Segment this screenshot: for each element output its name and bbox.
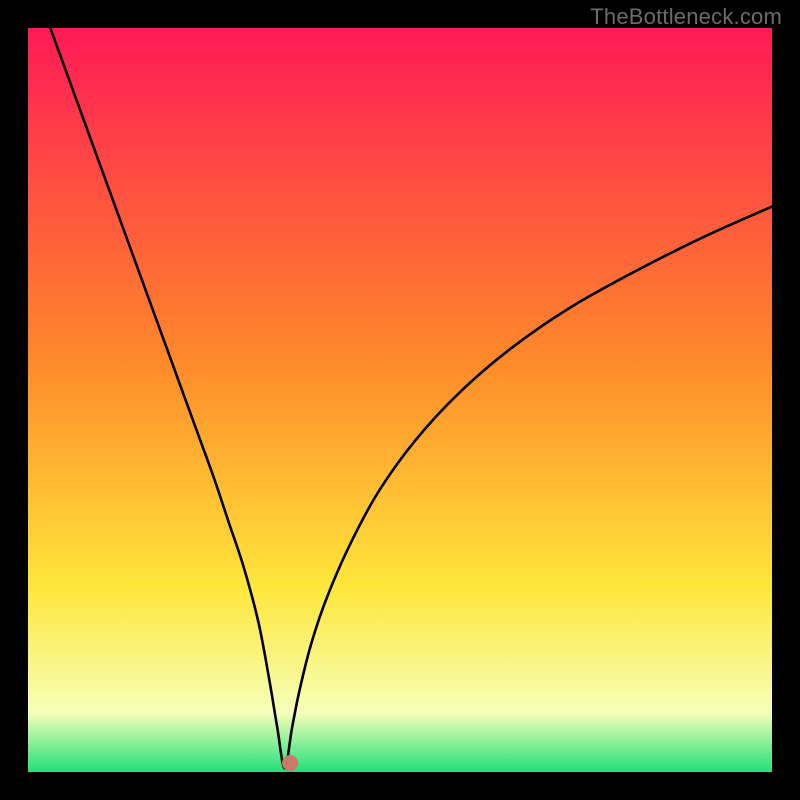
optimal-point-marker [282, 755, 298, 771]
watermark-text: TheBottleneck.com [590, 4, 782, 30]
bottleneck-curve [0, 0, 800, 800]
